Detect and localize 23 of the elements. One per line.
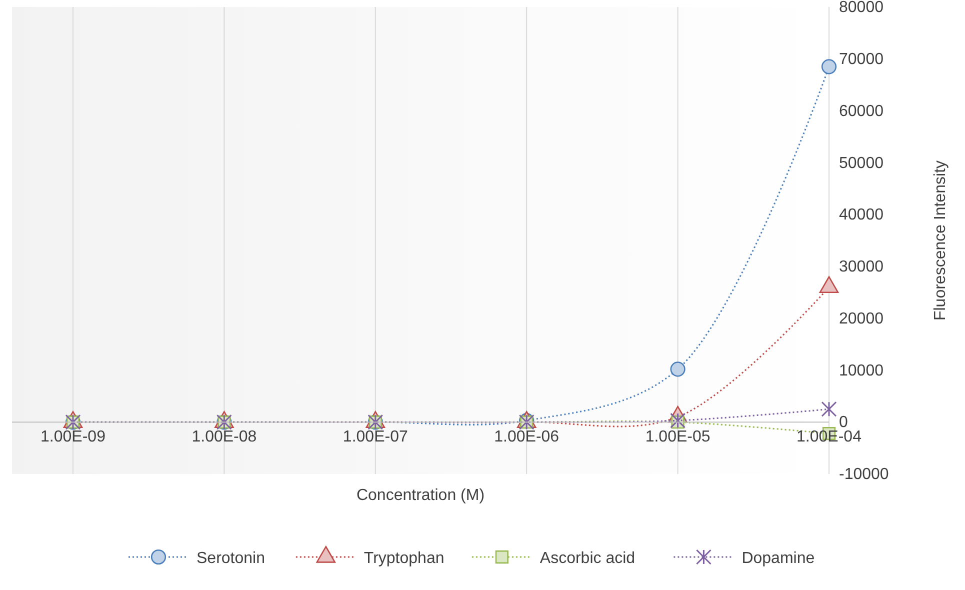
x-axis-title: Concentration (M): [356, 487, 485, 504]
x-tick-label: 1.00E-06: [494, 428, 560, 446]
y-tick-label: 60000: [839, 102, 884, 120]
legend-label: Ascorbic acid: [540, 550, 636, 567]
legend-label: Tryptophan: [364, 550, 444, 567]
x-tick-label: 1.00E-09: [40, 428, 106, 446]
y-tick-label: 80000: [839, 0, 884, 16]
y-axis-title: Fluorescence Intensity: [932, 160, 949, 321]
y-tick-label: -10000: [839, 466, 889, 484]
point: [821, 401, 837, 417]
legend-label: Serotonin: [196, 550, 265, 567]
y-tick-label: 20000: [839, 310, 884, 328]
y-tick-label: 70000: [839, 51, 884, 68]
x-tick-label: 1.00E-07: [342, 428, 408, 446]
point: [821, 59, 837, 74]
y-tick-label: 40000: [839, 206, 884, 224]
y-tick-label: 10000: [839, 362, 884, 380]
x-tick-label: 1.00E-08: [192, 428, 257, 446]
point: [670, 362, 686, 377]
y-tick-label: 50000: [839, 154, 884, 172]
x-tick-label: 1.00E-05: [645, 428, 710, 446]
legend-label: Dopamine: [742, 550, 815, 567]
y-tick-label: 30000: [839, 258, 884, 276]
